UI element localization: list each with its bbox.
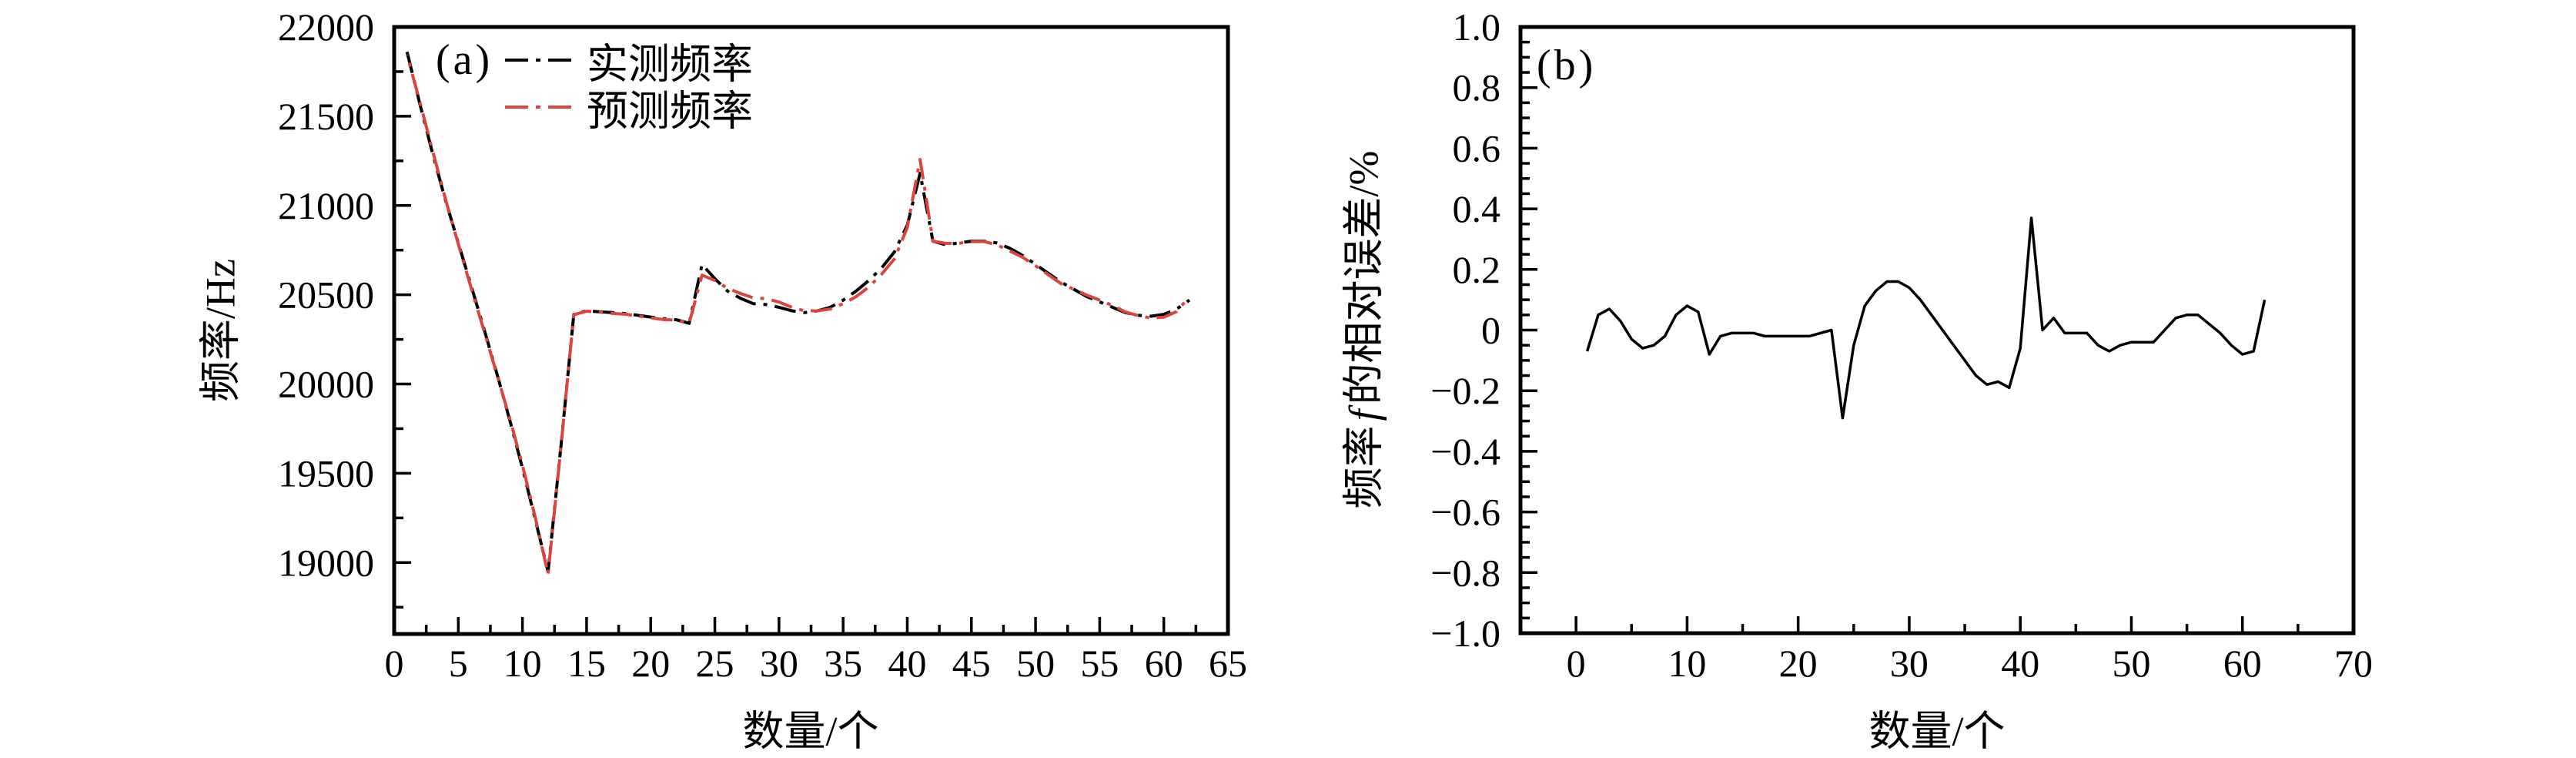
y-axis-label-b-suffix: 的相对误差/% <box>1340 150 1387 405</box>
x-axis-label-b: 数量/个 <box>1868 708 2006 755</box>
x-axis-tick-label: 50 <box>2112 642 2150 685</box>
x-axis-tick-label: 25 <box>696 642 734 685</box>
x-axis-tick-label: 35 <box>824 642 862 685</box>
y-axis-label-b: 频率 f 的相对误差/% <box>1330 150 1390 508</box>
x-axis-tick-label: 40 <box>888 642 926 685</box>
series-line-relative-error <box>1585 216 2267 420</box>
y-axis-label-b-prefix: 频率 <box>1340 425 1387 509</box>
y-axis-tick-label: −1.0 <box>1430 612 1500 655</box>
y-axis-tick-label: 21000 <box>278 184 374 227</box>
x-axis-tick-label: 10 <box>503 642 542 685</box>
x-axis-tick-label: 65 <box>1209 642 1247 685</box>
x-axis-tick-label: 45 <box>952 642 991 685</box>
x-axis-tick-label: 15 <box>567 642 606 685</box>
y-axis-label-a: 频率/Hz <box>197 259 244 402</box>
y-axis-tick-label: 0.8 <box>1453 66 1501 109</box>
x-axis-tick-label: 55 <box>1080 642 1119 685</box>
panel-label-b: (b) <box>1537 42 1597 89</box>
x-axis-tick-label: 50 <box>1016 642 1055 685</box>
y-axis-tick-label: 20500 <box>278 273 374 317</box>
y-axis-tick-label: 0.4 <box>1453 187 1501 230</box>
x-axis-label-a: 数量/个 <box>742 708 879 755</box>
x-axis-tick-label: 60 <box>1145 642 1183 685</box>
x-axis-tick-label: 30 <box>760 642 798 685</box>
y-axis-tick-label: 21500 <box>278 95 374 138</box>
x-axis-tick-label: 0 <box>385 642 404 685</box>
y-axis-tick-label: −0.6 <box>1430 491 1500 534</box>
series-line-measured <box>405 51 1191 573</box>
y-axis-tick-label: −0.4 <box>1430 430 1500 473</box>
series-line-predicted <box>405 54 1191 576</box>
x-axis-tick-label: 0 <box>1567 642 1586 685</box>
x-axis-tick-label: 20 <box>1779 642 1818 685</box>
y-axis-tick-label: 0.2 <box>1453 248 1501 291</box>
y-axis-tick-label: −0.2 <box>1430 369 1500 412</box>
y-axis-tick-label: 19500 <box>278 451 374 495</box>
panel-label-a: (a) <box>436 36 493 84</box>
x-axis-tick-label: 10 <box>1668 642 1706 685</box>
y-axis-tick-label: 19000 <box>278 541 374 584</box>
x-axis-tick-label: 60 <box>2223 642 2262 685</box>
plot-frame <box>1518 25 2356 636</box>
x-axis-tick-label: 70 <box>2334 642 2373 685</box>
y-axis-tick-label: 22000 <box>278 5 374 49</box>
y-axis-tick-label: 0 <box>1481 309 1500 352</box>
y-axis-tick-label: 20000 <box>278 363 374 406</box>
x-axis-tick-label: 5 <box>449 642 468 685</box>
legend-entry-predicted-frequency: 预测频率 <box>587 88 753 135</box>
y-axis-tick-label: 0.6 <box>1453 126 1501 169</box>
x-axis-tick-label: 30 <box>1890 642 1929 685</box>
y-axis-tick-label: 1.0 <box>1453 5 1501 49</box>
y-axis-tick-label: −0.8 <box>1430 551 1500 594</box>
x-axis-tick-label: 20 <box>631 642 670 685</box>
y-axis-label-b-italic-f: f <box>1340 409 1387 421</box>
legend-entry-measured-frequency: 实测频率 <box>587 41 753 88</box>
x-axis-tick-label: 40 <box>2001 642 2039 685</box>
